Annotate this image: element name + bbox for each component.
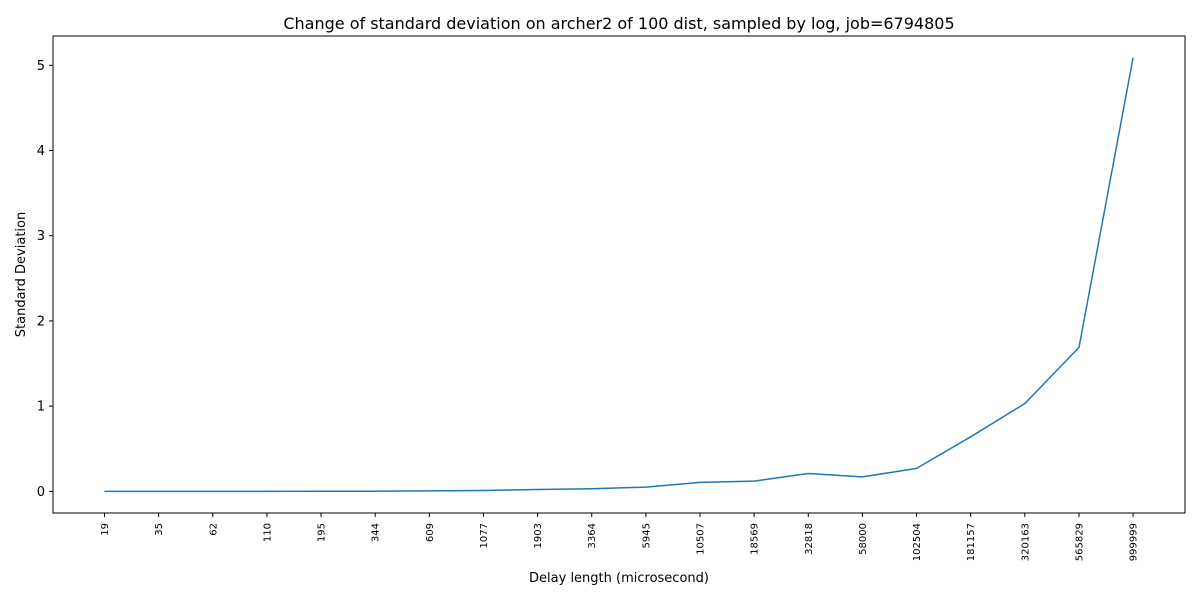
chart-title: Change of standard deviation on archer2 … <box>283 14 954 33</box>
x-tick-label: 10507 <box>696 523 707 555</box>
x-tick-label: 5945 <box>641 523 652 548</box>
y-axis: 0 1 2 3 4 5 <box>37 59 53 500</box>
x-tick-label: 18569 <box>750 523 761 555</box>
x-tick-label: 344 <box>371 523 382 542</box>
y-axis-label: Standard Deviation <box>14 212 29 337</box>
x-tick-label: 35 <box>154 523 165 536</box>
x-axis: 19 35 62 110 195 344 609 1077 1903 3364 5945 10507 1… <box>100 513 1140 561</box>
x-tick-label: 565829 <box>1074 523 1085 561</box>
y-tick-label: 2 <box>37 314 45 329</box>
x-tick-label: 32818 <box>804 523 815 555</box>
y-tick-label: 5 <box>37 59 45 74</box>
x-tick-label: 102504 <box>912 523 923 561</box>
x-tick-label: 3364 <box>587 523 598 548</box>
y-tick-label: 4 <box>37 144 45 159</box>
x-tick-label: 62 <box>208 523 219 536</box>
x-tick-label: 58000 <box>858 523 869 555</box>
x-tick-label: 1077 <box>479 523 490 548</box>
series-line <box>104 57 1134 493</box>
x-tick-label: 19 <box>100 523 111 536</box>
x-tick-label: 1903 <box>533 523 544 548</box>
x-tick-label: 195 <box>317 523 328 542</box>
x-tick-label: 320163 <box>1020 523 1031 561</box>
x-tick-label: 999999 <box>1129 523 1140 561</box>
x-tick-label: 609 <box>425 523 436 542</box>
x-tick-label: 110 <box>262 523 273 542</box>
series-group <box>104 57 1134 493</box>
y-tick-label: 1 <box>37 400 45 415</box>
x-axis-label: Delay length (microsecond) <box>529 571 709 586</box>
x-tick-label: 181157 <box>966 523 977 561</box>
y-tick-label: 0 <box>37 485 45 500</box>
plot-area <box>52 35 1186 514</box>
y-tick-label: 3 <box>37 229 45 244</box>
